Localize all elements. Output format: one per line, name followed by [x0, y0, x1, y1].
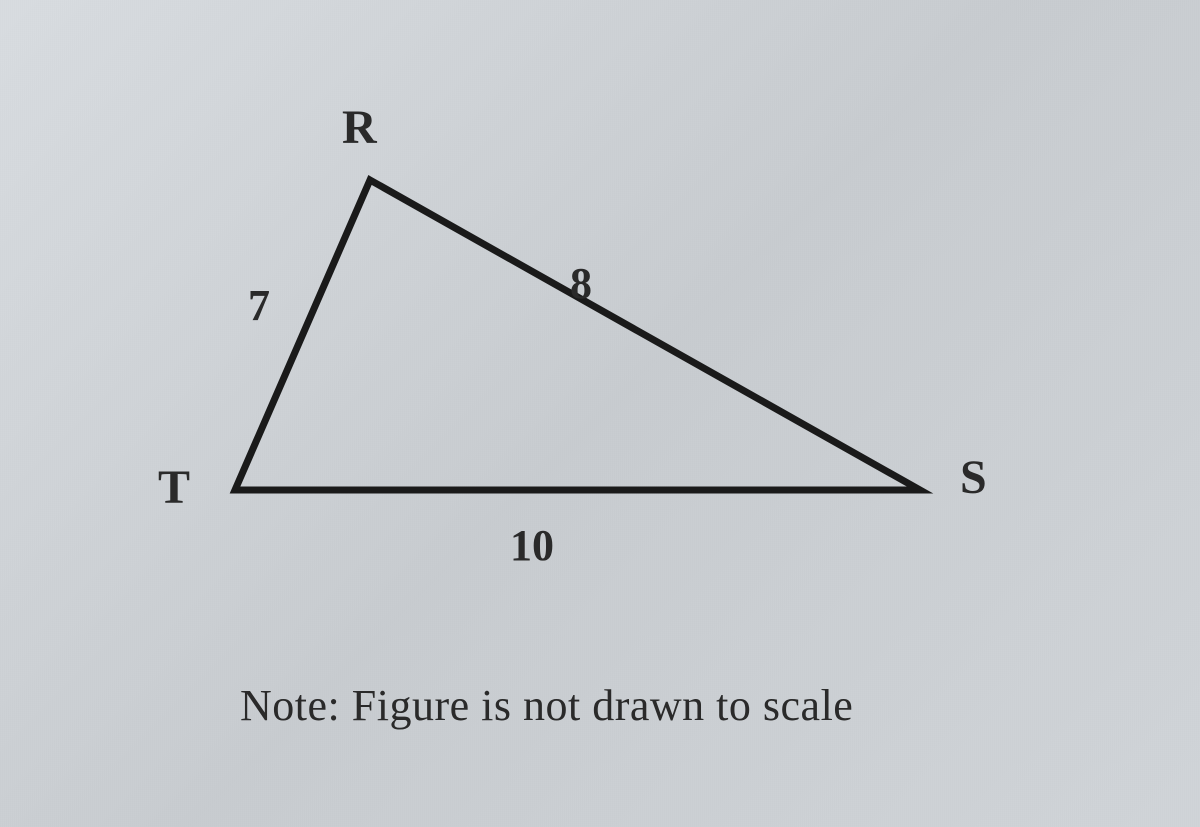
- side-label-rt: 7: [248, 280, 270, 331]
- vertex-label-s: S: [960, 450, 987, 505]
- vertex-label-r: R: [342, 100, 377, 155]
- triangle-diagram: R T S 7 8 10 Note: Figure is not drawn t…: [0, 0, 1200, 827]
- figure-note: Note: Figure is not drawn to scale: [240, 680, 853, 731]
- triangle-outline: [235, 180, 920, 490]
- side-label-rs: 8: [570, 258, 592, 309]
- vertex-label-t: T: [158, 460, 190, 515]
- side-label-ts: 10: [510, 520, 554, 571]
